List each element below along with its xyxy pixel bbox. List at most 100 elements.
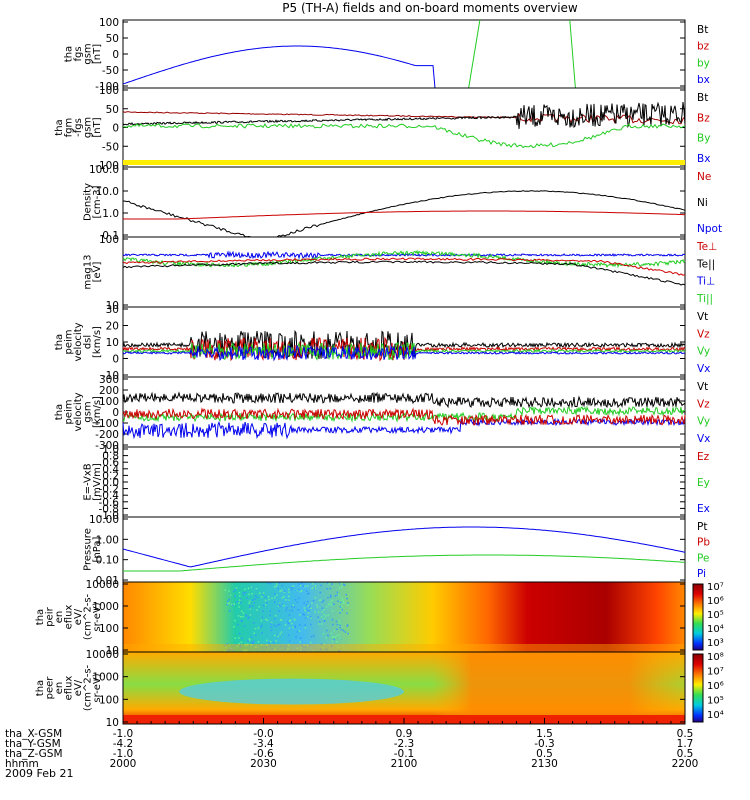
- ion-speckle: [243, 625, 246, 627]
- ion-speckle: [342, 600, 345, 602]
- y-tick-label: -200: [95, 429, 119, 441]
- panel-frame: [122, 19, 686, 89]
- ion-speckle: [251, 586, 253, 589]
- legend-entry: By: [697, 133, 710, 145]
- ion-speckle: [343, 584, 346, 586]
- ion-speckle: [281, 597, 284, 599]
- Ne-curve: [123, 210, 686, 220]
- ion-speckle: [339, 626, 341, 629]
- ion-speckle: [270, 626, 272, 628]
- ion-speckle: [264, 596, 267, 598]
- ion-speckle: [266, 619, 269, 621]
- ion-speckle: [286, 621, 289, 623]
- ion-speckle: [312, 583, 314, 585]
- time-axis-value: 1.7: [677, 738, 694, 750]
- ion-speckle: [273, 601, 276, 603]
- ion-speckle: [347, 624, 349, 626]
- ion-speckle: [320, 648, 322, 650]
- y-axis-label: Pressure: [83, 528, 94, 571]
- y-axis-label: [eV]: [92, 262, 103, 283]
- y-axis-label: tha: [54, 404, 65, 420]
- ion-speckle: [331, 610, 334, 612]
- panel-7: 1.00.80.60.40.20.0-0.2-0.4-0.6-0.8-1.0 E=…: [83, 444, 710, 522]
- ion-speckle: [303, 602, 305, 604]
- ion-speckle: [347, 604, 349, 606]
- ion-speckle: [298, 630, 301, 632]
- ion-speckle: [327, 614, 329, 616]
- ion-speckle: [227, 602, 229, 605]
- ion-speckle: [335, 620, 338, 623]
- Vx-curve: [122, 344, 686, 362]
- ion-speckle: [234, 619, 236, 622]
- ion-speckle: [292, 586, 294, 589]
- By-curve: [122, 123, 686, 149]
- ion-speckle: [261, 644, 263, 646]
- ion-speckle: [228, 649, 231, 651]
- time-axis-value: 2000: [110, 758, 137, 770]
- ion-speckle: [299, 590, 302, 593]
- legend-entry: Vy: [697, 346, 710, 358]
- colorbar-label: 10⁷: [707, 667, 724, 678]
- ion-speckle: [277, 624, 279, 626]
- ion-speckle: [230, 603, 233, 606]
- legend-entry: Vy: [697, 416, 710, 428]
- ion-speckle: [342, 629, 345, 632]
- Vt-curve: [122, 329, 686, 361]
- ion-speckle: [331, 645, 333, 647]
- panel-3: 100.0 10.0 1.0 0.1 Density[cm-3] Ne Ni Npot: [83, 164, 723, 242]
- ion-speckle: [237, 623, 239, 626]
- y-tick-label: 30: [106, 304, 119, 316]
- ion-speckle: [248, 639, 251, 641]
- y-tick-label: 100: [99, 623, 119, 635]
- ion-speckle: [326, 582, 329, 584]
- ion-speckle: [322, 633, 325, 635]
- ion-speckle: [249, 608, 251, 610]
- y-axis-label: gsm: [83, 43, 94, 64]
- y-tick-label: -0.2: [99, 484, 120, 496]
- ion-speckle: [240, 646, 242, 648]
- ion-speckle: [288, 588, 290, 591]
- ion-speckle: [275, 625, 278, 627]
- y-tick-label: 100: [99, 234, 119, 246]
- ion-speckle: [323, 643, 325, 646]
- time-axis-value: 0.5: [677, 728, 694, 740]
- ion-speckle: [347, 632, 349, 635]
- ion-speckle: [295, 636, 297, 638]
- ion-speckle: [271, 597, 273, 600]
- ion-speckle: [311, 587, 313, 590]
- ion-speckle: [306, 644, 309, 647]
- ion-speckle: [291, 605, 293, 608]
- colorbar: [692, 653, 704, 723]
- y-axis-label: eV/: [73, 608, 84, 625]
- ion-speckle: [277, 634, 279, 636]
- quality-flag-bar: [123, 160, 685, 165]
- ion-speckle: [279, 633, 281, 635]
- legend-entry: Te⊥: [696, 241, 717, 253]
- ion-speckle: [340, 610, 342, 612]
- ion-speckle: [291, 609, 294, 612]
- ion-speckle: [269, 645, 271, 647]
- ion-speckle: [327, 634, 329, 637]
- y-axis-label: fgm: [64, 118, 75, 138]
- ion-speckle: [283, 591, 286, 593]
- ion-speckle: [300, 637, 302, 639]
- ion-speckle: [302, 613, 305, 615]
- ion-speckle: [304, 624, 306, 626]
- y-tick-label: 0: [112, 49, 119, 61]
- ion-speckle: [270, 629, 273, 631]
- by-curve-fall: [569, 19, 576, 89]
- y-axis-label: tha: [64, 46, 75, 62]
- ion-speckle: [227, 600, 229, 603]
- ele-cold-core: [179, 678, 404, 705]
- ion-speckle: [279, 605, 281, 608]
- ion-speckle: [284, 645, 287, 647]
- ion-speckle: [274, 596, 276, 599]
- ion-speckle: [278, 582, 280, 584]
- ion-speckle: [321, 607, 324, 609]
- y-tick-label: 100: [99, 694, 119, 706]
- y-tick-label: 10000: [86, 579, 119, 591]
- y-axis-label: (cm^2-s-: [83, 593, 94, 640]
- ion-speckle: [341, 609, 343, 611]
- ion-speckle: [312, 650, 314, 652]
